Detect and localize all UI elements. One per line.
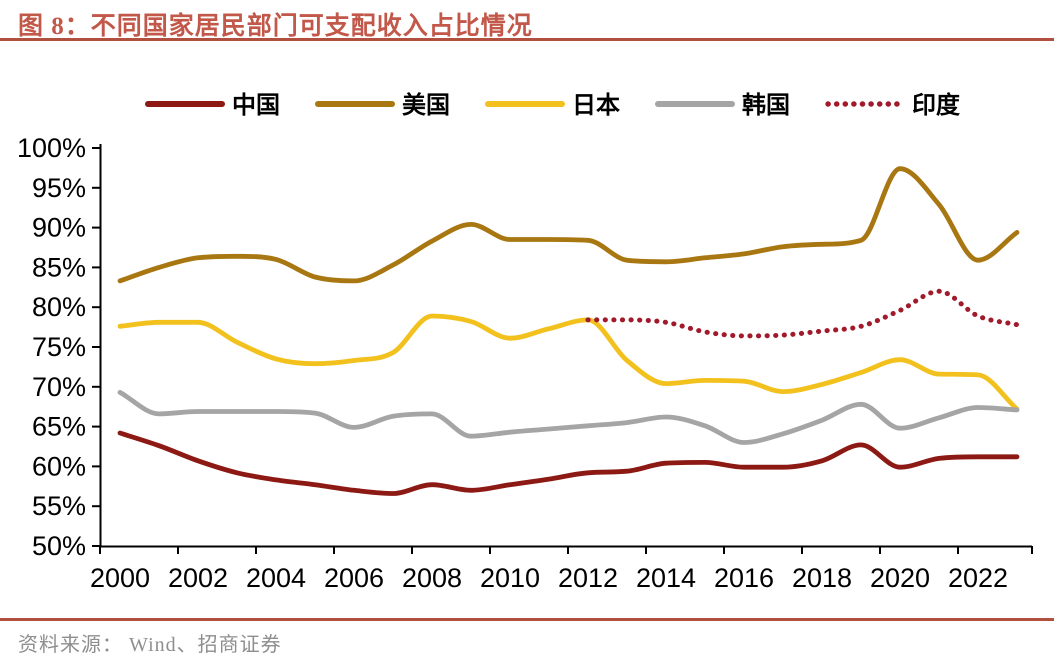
footer-rule: [0, 618, 1054, 621]
ytick-label-65: 65%: [32, 412, 86, 442]
ytick-label-100: 100%: [17, 133, 86, 163]
xtick-label-2010: 2010: [480, 563, 540, 593]
legend-label-korea: 韩国: [742, 92, 790, 119]
ytick-label-60: 60%: [32, 451, 86, 481]
figure-title: 图 8：不同国家居民部门可支配收入占比情况: [18, 13, 533, 40]
xtick-label-2014: 2014: [636, 563, 696, 593]
xtick-label-2008: 2008: [402, 563, 462, 593]
xtick-label-2020: 2020: [870, 563, 930, 593]
xtick-label-2006: 2006: [324, 563, 384, 593]
legend-label-china: 中国: [232, 92, 280, 119]
series-line-china: [117, 430, 1020, 496]
series-line-usa: [117, 166, 1020, 284]
series-line-japan: [117, 313, 1020, 412]
title-rule: [0, 38, 1054, 41]
ytick-label-50: 50%: [32, 531, 86, 561]
legend-label-india: 印度: [912, 91, 961, 119]
ytick-label-70: 70%: [32, 372, 86, 402]
xtick-label-2002: 2002: [168, 563, 228, 593]
legend-item-china: 中国: [145, 92, 280, 119]
legend-label-usa: 美国: [402, 91, 450, 119]
series-line-india: [585, 288, 1020, 339]
legend-label-japan: 日本: [572, 92, 620, 119]
ytick-label-85: 85%: [32, 252, 86, 282]
xtick-label-2004: 2004: [246, 563, 306, 593]
legend-item-india: 印度: [825, 91, 961, 119]
xtick-label-2018: 2018: [792, 563, 852, 593]
ytick-label-55: 55%: [32, 491, 86, 521]
xtick-label-2016: 2016: [714, 563, 774, 593]
ytick-label-90: 90%: [32, 213, 86, 243]
ytick-label-80: 80%: [32, 292, 86, 322]
ytick-label-75: 75%: [32, 332, 86, 362]
xtick-label-2022: 2022: [948, 563, 1008, 593]
line-chart: 100% 95% 90% 85% 80% 75% 70% 65% 60% 55% 50%2000 20…: [17, 91, 1033, 593]
legend-item-usa: 美国: [315, 91, 450, 119]
source-note: 资料来源： Wind、招商证券: [18, 634, 282, 656]
legend-item-korea: 韩国: [655, 92, 790, 119]
legend-item-japan: 日本: [485, 92, 620, 119]
xtick-label-2000: 2000: [90, 563, 150, 593]
ytick-label-95: 95%: [32, 173, 86, 203]
xtick-label-2012: 2012: [558, 563, 618, 593]
series-line-korea: [117, 390, 1020, 445]
